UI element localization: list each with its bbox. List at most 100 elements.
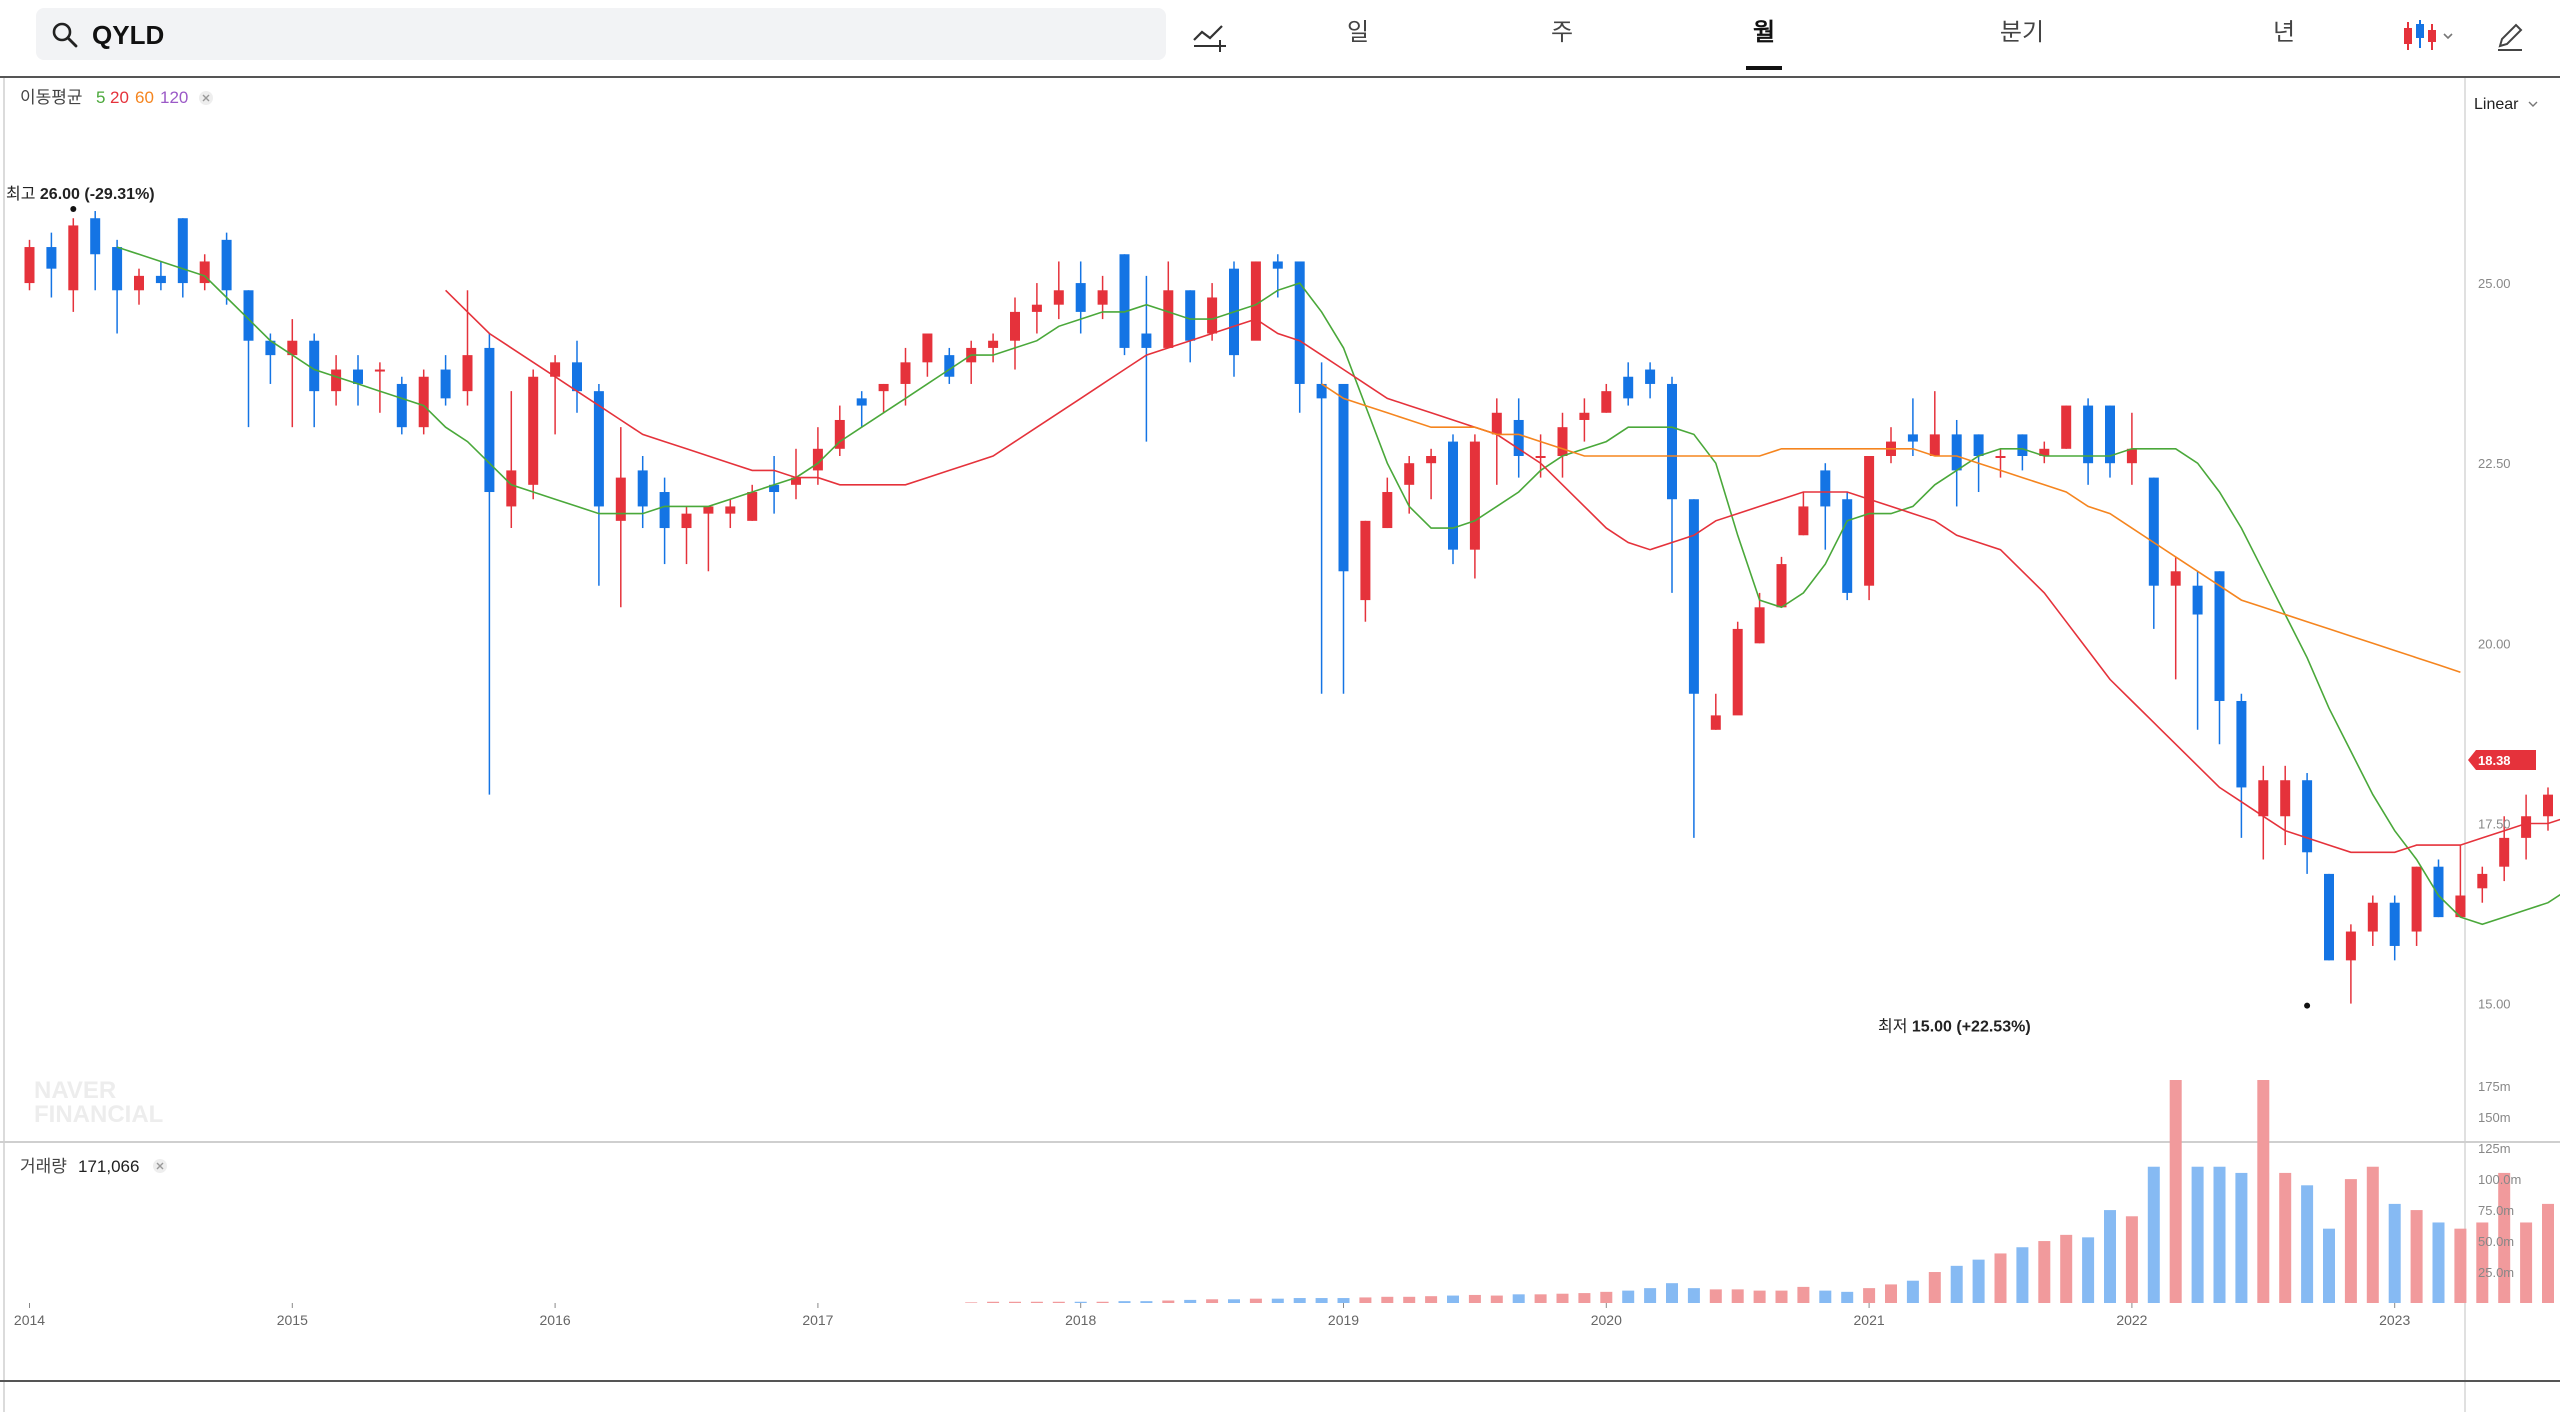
candle[interactable]: [1469, 434, 1480, 579]
candle[interactable]: [396, 376, 407, 435]
candle[interactable]: [1075, 261, 1086, 334]
ma-legend[interactable]: 이동평균 5 20 60 120: [20, 88, 213, 107]
candle[interactable]: [1886, 427, 1896, 464]
candle[interactable]: [1623, 362, 1634, 406]
candle[interactable]: [1360, 520, 1371, 622]
candle[interactable]: [24, 239, 35, 291]
candle[interactable]: [1141, 275, 1152, 442]
candle[interactable]: [1776, 556, 1787, 608]
candle[interactable]: [593, 383, 604, 586]
candle[interactable]: [2477, 866, 2488, 903]
candle[interactable]: [2017, 434, 2028, 471]
volume-legend[interactable]: 거래량 171,066: [20, 1157, 167, 1176]
candle[interactable]: [900, 347, 911, 406]
candle[interactable]: [1316, 362, 1327, 694]
candle[interactable]: [2105, 405, 2115, 478]
candle[interactable]: [112, 239, 123, 334]
candle[interactable]: [440, 355, 451, 406]
pencil-icon[interactable]: [2492, 16, 2528, 56]
candle[interactable]: [2258, 765, 2269, 860]
candle[interactable]: [812, 427, 823, 485]
candle[interactable]: [309, 333, 320, 428]
candle[interactable]: [177, 218, 188, 298]
candle[interactable]: [199, 254, 210, 291]
candle[interactable]: [1031, 283, 1042, 334]
candle[interactable]: [2214, 571, 2225, 745]
candle[interactable]: [528, 369, 539, 500]
scale-selector[interactable]: Linear: [2474, 96, 2538, 113]
candle[interactable]: [659, 477, 670, 565]
candle[interactable]: [1426, 448, 1437, 500]
candle[interactable]: [878, 383, 889, 413]
candle[interactable]: [90, 211, 101, 291]
add-indicator-icon[interactable]: [1190, 16, 1230, 56]
candle[interactable]: [834, 405, 845, 456]
candle[interactable]: [703, 506, 714, 572]
candle[interactable]: [2499, 816, 2510, 882]
candle[interactable]: [747, 484, 758, 521]
search-input[interactable]: [90, 16, 694, 54]
candle[interactable]: [1250, 261, 1261, 341]
candle[interactable]: [2389, 895, 2400, 961]
candle[interactable]: [155, 261, 166, 291]
candle[interactable]: [2521, 794, 2532, 860]
candle[interactable]: [856, 391, 867, 428]
candle[interactable]: [353, 355, 363, 406]
candle[interactable]: [46, 232, 57, 298]
tab-week[interactable]: 주: [1550, 19, 1574, 46]
candle[interactable]: [1820, 463, 1831, 550]
candle[interactable]: [374, 362, 385, 413]
candle[interactable]: [287, 319, 298, 428]
candle[interactable]: [2324, 873, 2334, 961]
price-chart[interactable]: NAVER FINANCIAL 이동평균 5 20 60 120 거래량 171…: [0, 78, 2560, 1412]
candle[interactable]: [484, 333, 495, 795]
candle[interactable]: [1842, 492, 1853, 601]
candle[interactable]: [2039, 441, 2050, 464]
tab-year[interactable]: 년: [2272, 19, 2296, 46]
candle[interactable]: [1864, 456, 1875, 601]
candle[interactable]: [1119, 254, 1130, 356]
candle[interactable]: [1229, 261, 1239, 377]
candle[interactable]: [1557, 412, 1568, 478]
candle[interactable]: [2302, 773, 2313, 874]
candle[interactable]: [1688, 499, 1699, 838]
candle[interactable]: [221, 232, 232, 305]
candle[interactable]: [988, 333, 999, 363]
candle[interactable]: [1448, 434, 1458, 565]
candle[interactable]: [1513, 398, 1524, 478]
candle[interactable]: [791, 448, 801, 500]
candle[interactable]: [2170, 556, 2181, 680]
candle[interactable]: [725, 499, 736, 529]
candle[interactable]: [2061, 405, 2072, 449]
candle[interactable]: [2455, 845, 2466, 918]
candle[interactable]: [2280, 765, 2291, 846]
candle[interactable]: [2433, 859, 2444, 918]
candle[interactable]: [2148, 477, 2159, 629]
candle[interactable]: [462, 290, 473, 406]
candle[interactable]: [68, 218, 79, 312]
candle[interactable]: [2192, 571, 2203, 730]
candle[interactable]: [1754, 592, 1765, 644]
candle[interactable]: [1185, 290, 1196, 363]
candle[interactable]: [1579, 398, 1590, 442]
candle[interactable]: [615, 427, 626, 608]
candle[interactable]: [1929, 391, 1940, 456]
candle[interactable]: [550, 355, 561, 435]
candle[interactable]: [1294, 261, 1305, 413]
candle[interactable]: [572, 340, 582, 413]
candle[interactable]: [1667, 376, 1677, 593]
candle[interactable]: [922, 333, 933, 377]
candle[interactable]: [637, 456, 648, 529]
candle[interactable]: [2236, 693, 2247, 838]
candle[interactable]: [2367, 895, 2378, 946]
candle[interactable]: [2411, 866, 2422, 946]
candle[interactable]: [1907, 398, 1918, 456]
tab-month[interactable]: 월: [1724, 12, 1804, 70]
candle[interactable]: [2083, 398, 2094, 485]
candlestick-icon[interactable]: [2400, 16, 2460, 56]
candle[interactable]: [1404, 456, 1415, 514]
candle[interactable]: [418, 369, 429, 435]
candle[interactable]: [1995, 448, 2006, 478]
candle[interactable]: [1710, 693, 1721, 730]
search-box[interactable]: [36, 8, 1166, 60]
